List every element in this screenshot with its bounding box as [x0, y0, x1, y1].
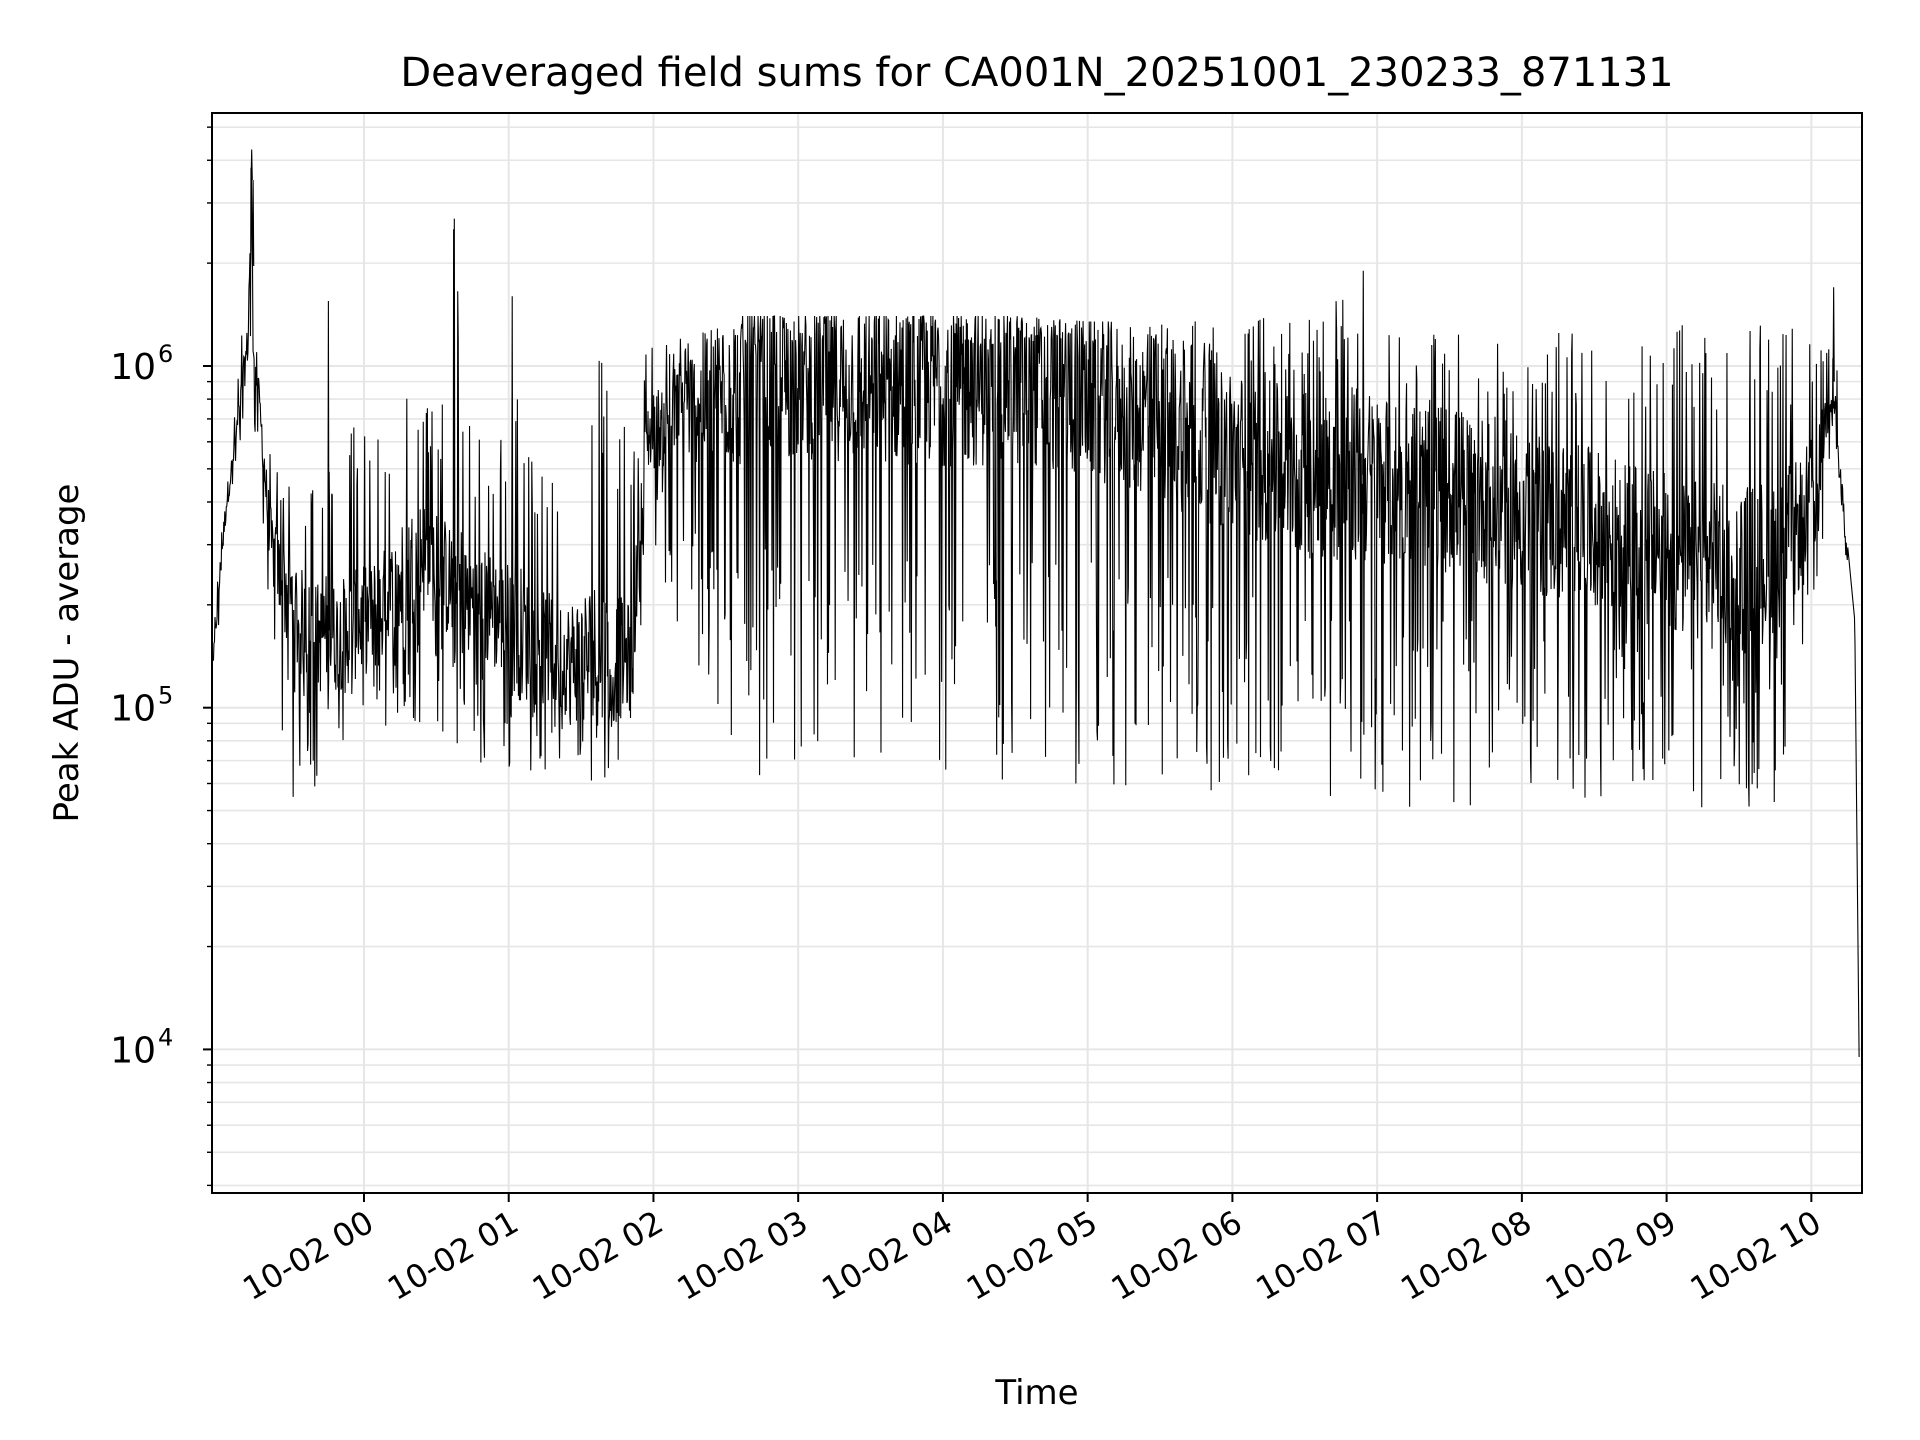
- chart-title: Deaveraged field sums for CA001N_2025100…: [400, 50, 1673, 96]
- plot-area: [212, 149, 1860, 1058]
- y-tick-label-exponent: 6: [158, 340, 173, 368]
- data-series-line: [212, 149, 1860, 1058]
- y-tick-label-exponent: 5: [158, 682, 173, 710]
- plot-frame: [211, 112, 1863, 1194]
- y-tick-label: 10: [110, 347, 156, 388]
- y-tick-label: 10: [110, 1030, 156, 1071]
- y-tick-label: 10: [110, 689, 156, 730]
- x-axis-label: Time: [994, 1373, 1078, 1413]
- y-tick-label-exponent: 4: [158, 1023, 173, 1051]
- y-axis-label: Peak ADU - average: [47, 484, 87, 823]
